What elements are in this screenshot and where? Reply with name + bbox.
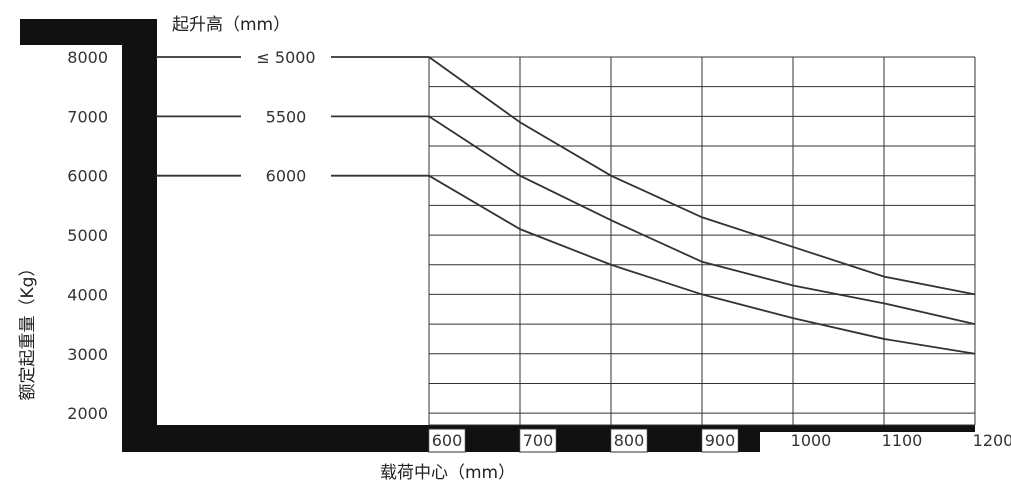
y-axis-label: 额定起重量（Kg） <box>18 260 38 401</box>
y-tick-label: 8000 <box>67 48 108 67</box>
x-tick-label: 1100 <box>882 431 923 450</box>
x-axis-label: 载荷中心（mm） <box>380 463 515 483</box>
curves <box>156 56 976 355</box>
series-line <box>428 174 976 355</box>
x-tick-label: 1200 <box>973 431 1011 450</box>
y-tick-label: 3000 <box>67 345 108 364</box>
chart-title: 起升高（mm） <box>172 15 290 35</box>
y-tick-label: 7000 <box>67 107 108 126</box>
series-line <box>428 115 976 325</box>
x-tick-label: 700 <box>523 431 554 450</box>
y-tick-label: 6000 <box>67 167 108 186</box>
y-tick-label: 5000 <box>67 226 108 245</box>
grid <box>428 56 976 426</box>
y-tick-label: 2000 <box>67 404 108 423</box>
x-tick-box <box>610 428 648 453</box>
y-tick-label: 4000 <box>67 285 108 304</box>
x-tick-box <box>519 428 557 453</box>
x-tick-label: 900 <box>705 431 736 450</box>
x-tick-label: 800 <box>614 431 645 450</box>
frame-left-bar <box>20 19 157 452</box>
x-tick-label: 600 <box>432 431 463 450</box>
x-tick-box <box>428 428 466 453</box>
series-labels: ≤ 5000 5500 6000 <box>256 48 315 186</box>
series-label: ≤ 5000 <box>256 48 315 67</box>
x-tick-box <box>701 428 739 453</box>
series-label: 6000 <box>266 167 307 186</box>
series-label: 5500 <box>266 107 307 126</box>
series-line <box>428 56 976 296</box>
x-tick-label: 1000 <box>791 431 832 450</box>
tick-labels: 2000 3000 4000 5000 6000 7000 8000 600 700 800 900… <box>67 48 1011 453</box>
